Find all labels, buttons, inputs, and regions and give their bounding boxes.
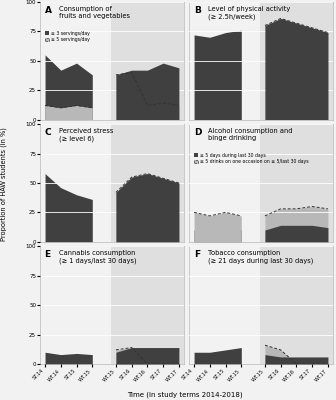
Bar: [111, 2, 192, 120]
Text: Proportion of HAW students (in %): Proportion of HAW students (in %): [1, 127, 7, 241]
Text: Perceived stress
(≥ level 6): Perceived stress (≥ level 6): [59, 128, 113, 142]
Text: Level of physical activity
(≥ 2.5h/week): Level of physical activity (≥ 2.5h/week): [208, 6, 290, 20]
Legend: ≥ 3 servings/day, ≥ 5 servings/day: ≥ 3 servings/day, ≥ 5 servings/day: [44, 30, 90, 42]
Bar: [111, 246, 192, 364]
Text: B: B: [194, 6, 201, 14]
Text: Consumption of
fruits and vegetables: Consumption of fruits and vegetables: [59, 6, 130, 19]
Legend: ≥ 5 days during last 30 days, ≥ 5 drinks on one occasion on ≥ 5/last 30 days: ≥ 5 days during last 30 days, ≥ 5 drinks…: [193, 152, 309, 165]
Bar: [260, 246, 336, 364]
Text: Cannabis consumption
(≥ 1 days/last 30 days): Cannabis consumption (≥ 1 days/last 30 d…: [59, 250, 136, 264]
Text: Tobacco consumption
(≥ 21 days during last 30 days): Tobacco consumption (≥ 21 days during la…: [208, 250, 313, 264]
Text: C: C: [45, 128, 51, 137]
Bar: [111, 124, 192, 242]
Text: E: E: [45, 250, 51, 259]
Text: Time (in study terms 2014-2018): Time (in study terms 2014-2018): [127, 392, 243, 398]
Text: A: A: [45, 6, 52, 14]
Bar: [260, 124, 336, 242]
Text: Alcohol consumption and
binge drinking: Alcohol consumption and binge drinking: [208, 128, 292, 141]
Bar: [260, 2, 336, 120]
Text: D: D: [194, 128, 201, 137]
Text: F: F: [194, 250, 200, 259]
